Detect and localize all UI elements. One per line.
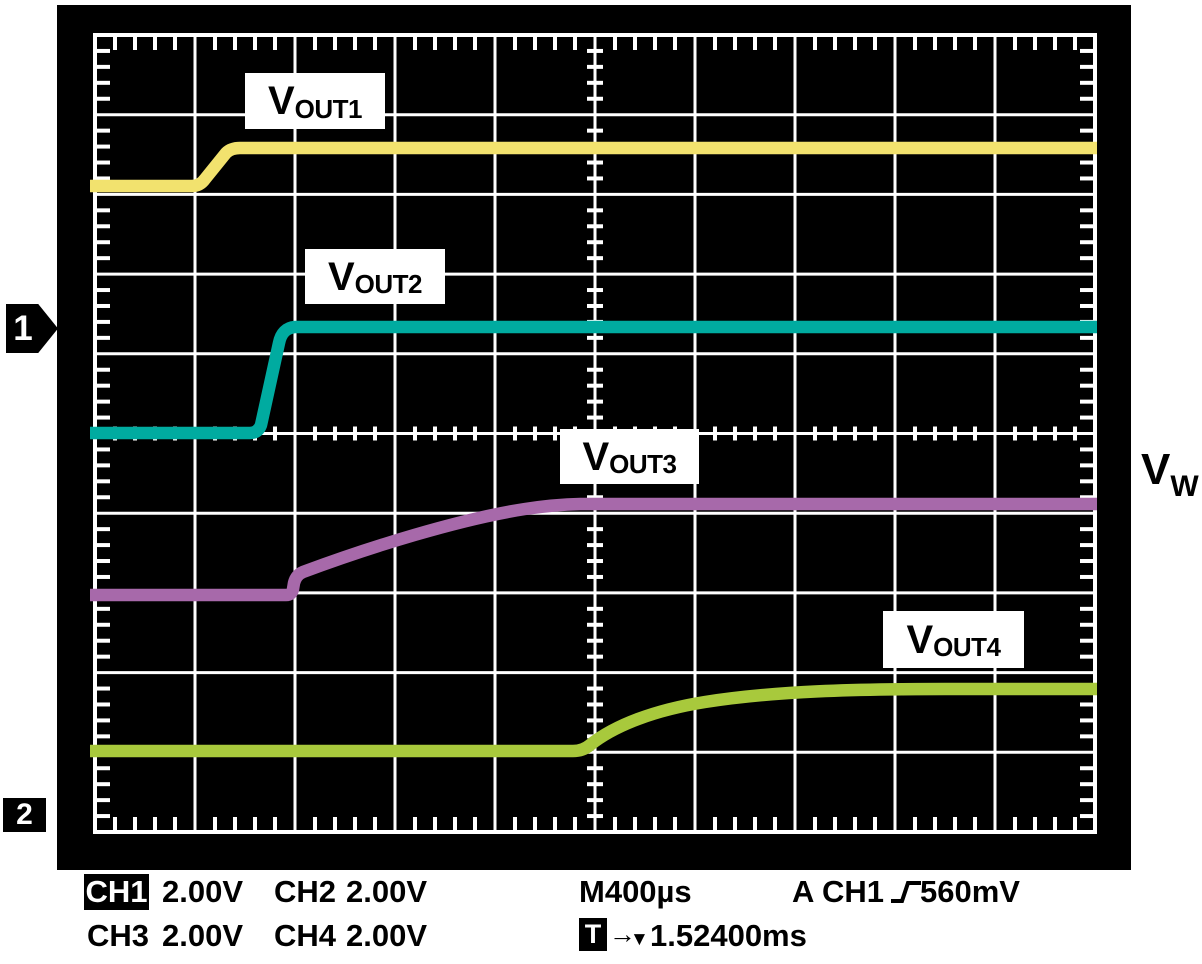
ch4-scale-value: 2.00V [346,918,428,953]
rising-edge-icon [891,881,921,903]
vout2-label-box: V OUT2 [305,249,445,304]
vw-label-base: V [1141,445,1171,494]
vout1-label-base: V [267,79,295,123]
channel1-marker-number: 1 [13,308,33,348]
ch3-scale-label: CH3 [87,918,150,953]
vout4-label-base: V [906,617,934,662]
vout3-label-sub: OUT3 [609,449,677,479]
vout1-label-sub: OUT1 [294,93,363,124]
ch1-scale-badge: CH1 [84,874,149,910]
ch3-scale-value: 2.00V [162,918,244,953]
vout2-label-base: V [327,254,355,299]
trigger-level-readout: 560mV [920,874,1020,909]
trigger-source-readout: CH1 [822,874,885,909]
trace-vout2 [90,320,1097,440]
right-arrow-icon: → [609,919,636,949]
trigger-time-readout: 1.52400ms [650,918,807,953]
ch2-scale-value: 2.00V [346,874,428,909]
trace-vout4 [90,682,1097,758]
vout3-label-box: V OUT3 [560,429,699,484]
vw-node-label: VW [1141,448,1199,502]
waveform-traces [90,141,1097,758]
ch1-scale-value: 2.00V [162,874,244,909]
ch2-scale-label: CH2 [274,874,337,909]
trace-vout1 [90,141,1097,193]
timebase-readout: M400µs [579,874,692,909]
trigger-marker-badge: T [579,918,607,951]
vout2-label-sub: OUT2 [354,269,423,299]
vout1-label-box: V OUT1 [245,73,385,129]
vw-label-sub: W [1170,470,1199,503]
vout4-label-sub: OUT4 [933,632,1001,662]
channel2-position-marker: 2 [3,798,46,832]
ch4-scale-label: CH4 [274,918,337,953]
trace-vout3 [90,497,1097,602]
down-triangle-icon: ▼ [630,929,649,950]
vout3-label-base: V [582,434,610,479]
trigger-prefix: A [792,874,815,909]
vout4-label-box: V OUT4 [883,611,1024,668]
channel2-marker-number: 2 [16,798,33,831]
